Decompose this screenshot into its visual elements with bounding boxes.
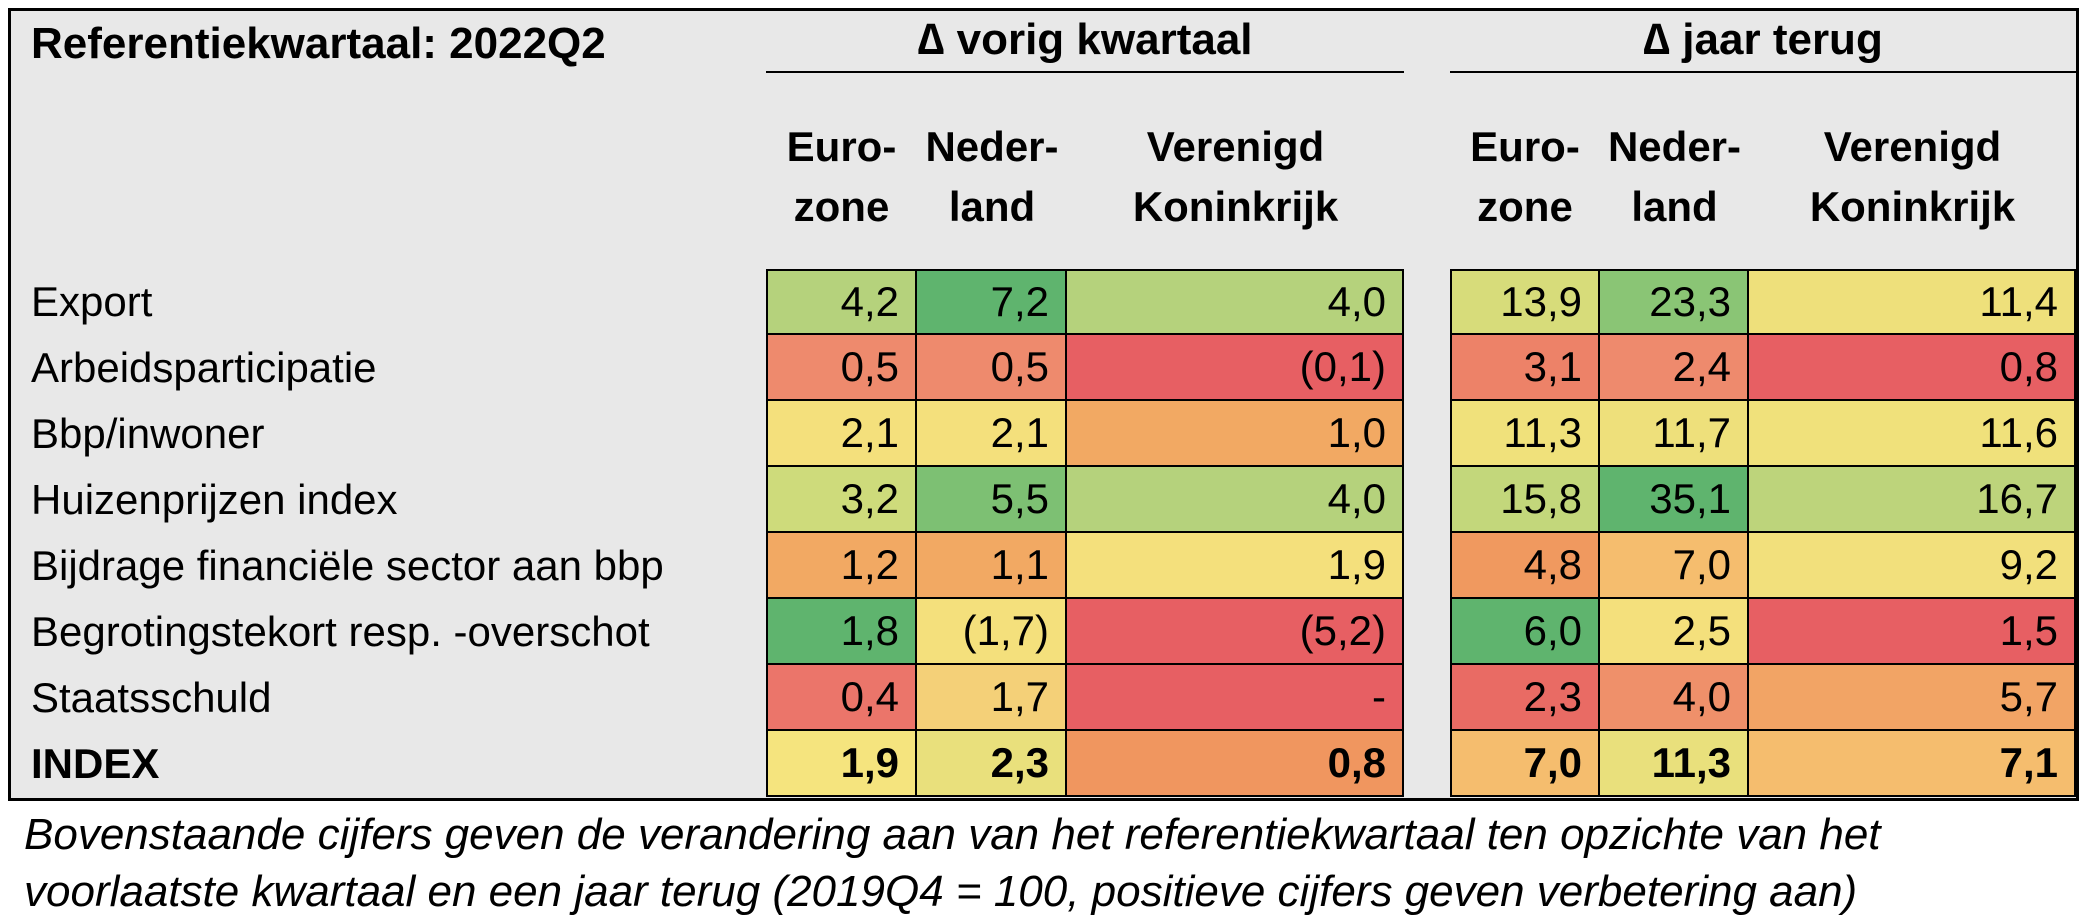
row-label: Bbp/inwoner [31,410,265,457]
value-cell: 1,5 [1749,599,2076,665]
value-cell: 23,3 [1600,269,1749,335]
value-cell: 1,0 [1067,401,1404,467]
footnote-line-2: voorlaatste kwartaal en een jaar terug (… [24,867,1858,916]
column-header-line: Koninkrijk [1809,183,2016,230]
footnote: Bovenstaande cijfers geven de veranderin… [24,806,2064,920]
value-cell: 1,9 [1067,533,1404,599]
value-cell: 6,0 [1450,599,1600,665]
column-header-nederland-year: Neder- land [1600,73,1749,269]
column-header-line: Euro- [1470,123,1580,170]
column-header-nederland-prev: Neder- land [917,73,1067,269]
value-cell: 7,0 [1600,533,1749,599]
value-cell: 5,5 [917,467,1067,533]
value-cell: 3,1 [1450,335,1600,401]
column-header-line: Neder- [925,123,1059,170]
value-cell: 3,2 [766,467,917,533]
column-header-line: land [948,183,1036,230]
row-label: Arbeidsparticipatie [31,344,377,391]
column-header-line: zone [1477,183,1573,230]
column-header-line: land [1631,183,1718,230]
value-cell: 15,8 [1450,467,1600,533]
value-cell: 11,4 [1749,269,2076,335]
value-cell: (0,1) [1067,335,1404,401]
column-header-eurozone-year: Euro- zone [1450,73,1600,269]
value-cell: (1,7) [917,599,1067,665]
value-cell: 1,7 [917,665,1067,731]
column-header-line: Koninkrijk [1132,183,1339,230]
value-cell: 2,3 [917,731,1067,797]
value-cell: 0,8 [1749,335,2076,401]
value-cell: 9,2 [1749,533,2076,599]
value-cell: 4,2 [766,269,917,335]
value-cell: 4,0 [1067,269,1404,335]
row-label: Begrotingstekort resp. -overschot [31,608,650,655]
section-header-vorig-kwartaal: ∆ vorig kwartaal [766,11,1404,73]
section-header-jaar-terug: ∆ jaar terug [1450,11,2076,73]
value-cell: 2,5 [1600,599,1749,665]
value-cell: 1,2 [766,533,917,599]
value-cell: 4,8 [1450,533,1600,599]
value-cell: 2,1 [917,401,1067,467]
row-label: Huizenprijzen index [31,476,398,523]
heatmap-table: Referentiekwartaal: 2022Q2 ∆ vorig kwart… [8,8,2079,801]
column-header-verenigd-koninkrijk-year: Verenigd Koninkrijk [1749,73,2076,269]
value-cell: 2,3 [1450,665,1600,731]
value-cell: 11,3 [1450,401,1600,467]
value-cell: 11,3 [1600,731,1749,797]
value-cell: (5,2) [1067,599,1404,665]
row-label: Export [31,278,153,325]
row-label: Staatsschuld [31,674,272,721]
value-cell: 0,5 [766,335,917,401]
column-header-line: Verenigd [1823,123,2002,170]
value-cell: 0,4 [766,665,917,731]
value-cell: 2,4 [1600,335,1749,401]
footnote-line-1: Bovenstaande cijfers geven de veranderin… [24,810,1881,859]
value-cell: 11,7 [1600,401,1749,467]
value-cell: 0,5 [917,335,1067,401]
value-cell: - [1067,665,1404,731]
row-label: Bijdrage financiële sector aan bbp [31,542,664,589]
column-header-verenigd-koninkrijk-prev: Verenigd Koninkrijk [1067,73,1404,269]
value-cell: 7,1 [1749,731,2076,797]
value-cell: 5,7 [1749,665,2076,731]
value-cell: 4,0 [1067,467,1404,533]
table-grid: Referentiekwartaal: 2022Q2 ∆ vorig kwart… [11,11,2076,798]
value-cell: 11,6 [1749,401,2076,467]
value-cell: 1,1 [917,533,1067,599]
value-cell: 4,0 [1600,665,1749,731]
table-title: Referentiekwartaal: 2022Q2 [31,19,606,68]
column-header-line: Verenigd [1146,123,1325,170]
value-cell: 35,1 [1600,467,1749,533]
value-cell: 13,9 [1450,269,1600,335]
value-cell: 1,9 [766,731,917,797]
value-cell: 2,1 [766,401,917,467]
value-cell: 7,0 [1450,731,1600,797]
value-cell: 0,8 [1067,731,1404,797]
value-cell: 7,2 [917,269,1067,335]
column-header-line: Euro- [786,123,897,170]
column-header-line: zone [793,183,890,230]
row-label: INDEX [31,740,160,787]
value-cell: 1,8 [766,599,917,665]
column-header-eurozone-prev: Euro- zone [766,73,917,269]
value-cell: 16,7 [1749,467,2076,533]
column-header-line: Neder- [1607,123,1742,170]
